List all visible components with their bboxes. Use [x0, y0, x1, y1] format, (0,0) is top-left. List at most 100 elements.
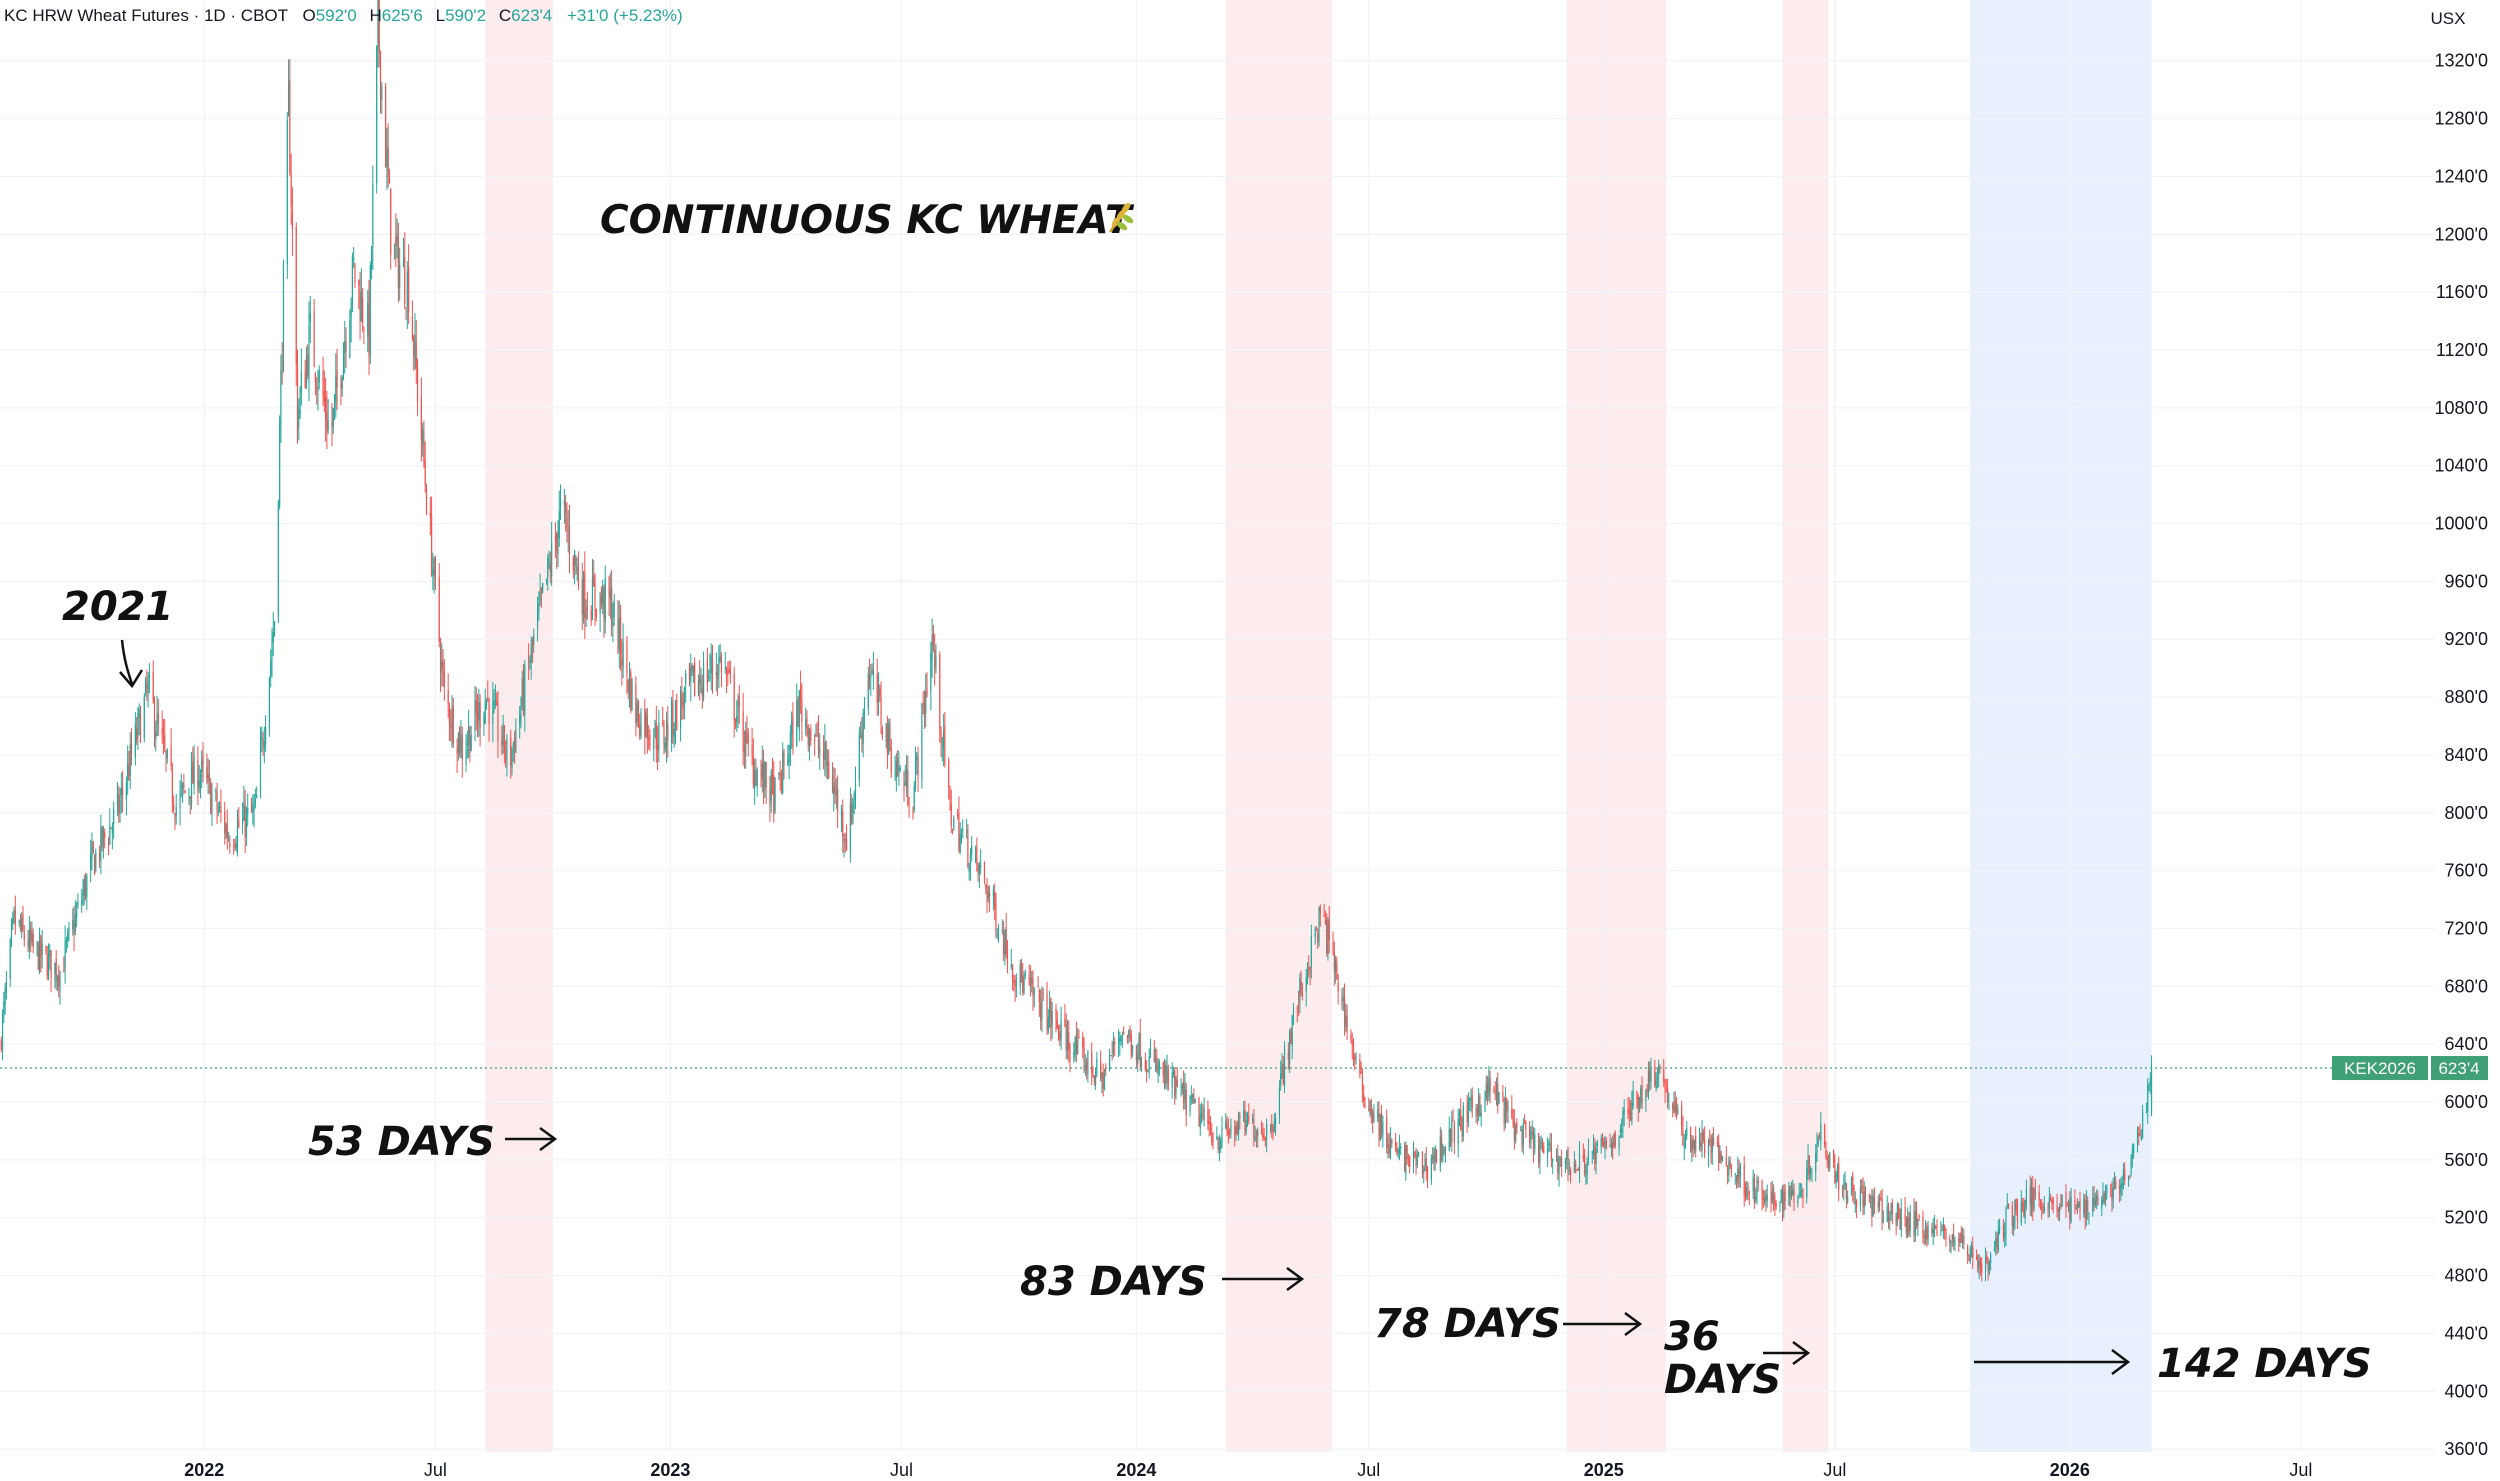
candle: [1317, 928, 1319, 949]
candle-body: [1475, 1108, 1477, 1110]
candle-body: [585, 611, 587, 619]
candle-body: [877, 684, 880, 702]
candle: [484, 688, 486, 725]
candle-body: [506, 738, 508, 762]
candle-body: [1087, 1050, 1089, 1075]
candle: [626, 635, 628, 694]
candle-body: [1511, 1107, 1513, 1118]
candle-body: [1889, 1217, 1891, 1221]
candle-body: [1890, 1205, 1892, 1217]
candle: [611, 569, 613, 637]
candle-body: [1507, 1105, 1509, 1112]
candle-body: [1040, 1002, 1042, 1021]
candle-body: [199, 773, 202, 783]
candle: [109, 808, 111, 846]
candle: [2124, 1162, 2126, 1185]
candle-body: [745, 730, 747, 757]
candle-body: [1458, 1111, 1461, 1116]
candle-body: [2023, 1202, 2025, 1216]
candle: [826, 749, 829, 780]
candle: [755, 758, 757, 786]
candle: [1326, 913, 1328, 957]
candle-body: [655, 723, 657, 749]
candle: [459, 725, 461, 758]
candle: [881, 725, 883, 741]
candle: [1486, 1076, 1489, 1106]
candle-body: [1452, 1119, 1454, 1121]
candle-body: [582, 575, 585, 617]
candle-body: [1512, 1117, 1514, 1124]
candle-body: [332, 407, 334, 428]
candle: [162, 719, 165, 754]
candle-body: [1826, 1156, 1828, 1162]
candle: [815, 723, 817, 738]
candle: [1806, 1160, 1808, 1204]
candle: [1028, 964, 1030, 986]
candle: [227, 831, 230, 843]
price-axis[interactable]: 1320'01280'01240'01200'01160'01120'01080…: [2435, 51, 2489, 1459]
candle: [55, 950, 57, 991]
candle: [171, 762, 173, 813]
annotation-53-days: 53 DAYS: [308, 1119, 558, 1165]
candle: [2013, 1215, 2015, 1237]
candle: [1176, 1067, 1178, 1088]
candle-body: [465, 749, 467, 765]
candle: [754, 758, 756, 805]
candle: [1940, 1221, 1942, 1236]
candle-body: [1230, 1126, 1232, 1133]
candle-body: [459, 727, 461, 753]
candle-body: [718, 658, 720, 676]
time-tick-label: 2024: [1116, 1460, 1156, 1480]
candle-body: [432, 569, 434, 576]
candle-body: [273, 622, 276, 631]
candle-body: [700, 684, 702, 687]
candle-body: [253, 806, 255, 810]
candle: [1360, 1061, 1362, 1075]
candle: [2070, 1187, 2072, 1224]
candle: [727, 661, 729, 686]
candle-body: [845, 838, 848, 851]
candle: [1458, 1108, 1461, 1127]
candle: [1520, 1125, 1522, 1132]
candle-body: [1841, 1188, 1844, 1191]
candle-body: [1646, 1089, 1648, 1091]
candle-body: [531, 638, 534, 646]
candle-body: [1146, 1069, 1148, 1073]
currency-unit-button[interactable]: USX: [2422, 4, 2474, 34]
candle-body: [558, 510, 560, 539]
open-label: O: [302, 6, 315, 25]
candle: [134, 711, 136, 766]
candle: [1981, 1257, 1983, 1282]
candle-body: [1968, 1258, 1970, 1260]
candle: [290, 153, 292, 225]
candle-body: [628, 675, 631, 694]
candle: [326, 390, 328, 450]
price-tick-label: 800'0: [2445, 803, 2488, 823]
candle: [834, 768, 836, 804]
candle-body: [1457, 1118, 1459, 1145]
candle: [420, 377, 422, 462]
candle: [907, 756, 909, 807]
candle: [1493, 1086, 1495, 1094]
candle: [1718, 1134, 1720, 1172]
candle: [997, 923, 1000, 943]
candle-body: [263, 741, 265, 748]
candle: [816, 721, 818, 737]
candle: [100, 814, 102, 875]
candle-body: [1852, 1175, 1854, 1191]
candle-body: [1092, 1074, 1094, 1077]
candle: [1139, 1018, 1141, 1071]
candle-body: [1139, 1033, 1141, 1067]
candle-body: [1109, 1054, 1111, 1071]
candle-body: [1059, 1031, 1061, 1040]
time-axis[interactable]: 2022 Jul 2023 Jul 2024 Jul 2025 Jul 2026 Jul: [184, 1460, 2312, 1480]
candle-body: [1834, 1160, 1836, 1183]
candle: [1467, 1092, 1470, 1128]
candle-body: [443, 671, 445, 687]
candle-body: [627, 680, 629, 692]
candle: [1398, 1134, 1401, 1161]
candle: [2131, 1143, 2133, 1168]
candle-body: [277, 502, 279, 618]
candle: [1015, 973, 1017, 998]
